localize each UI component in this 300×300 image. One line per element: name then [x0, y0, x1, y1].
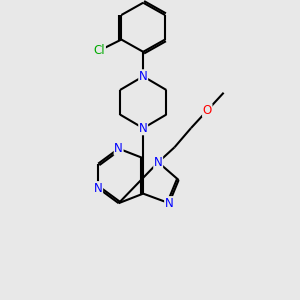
Text: N: N — [114, 142, 123, 155]
Text: O: O — [202, 104, 212, 117]
Text: N: N — [154, 156, 163, 169]
Text: N: N — [165, 197, 173, 210]
Text: N: N — [94, 182, 103, 195]
Text: Cl: Cl — [94, 44, 105, 57]
Text: N: N — [139, 70, 148, 83]
Text: N: N — [139, 122, 148, 135]
